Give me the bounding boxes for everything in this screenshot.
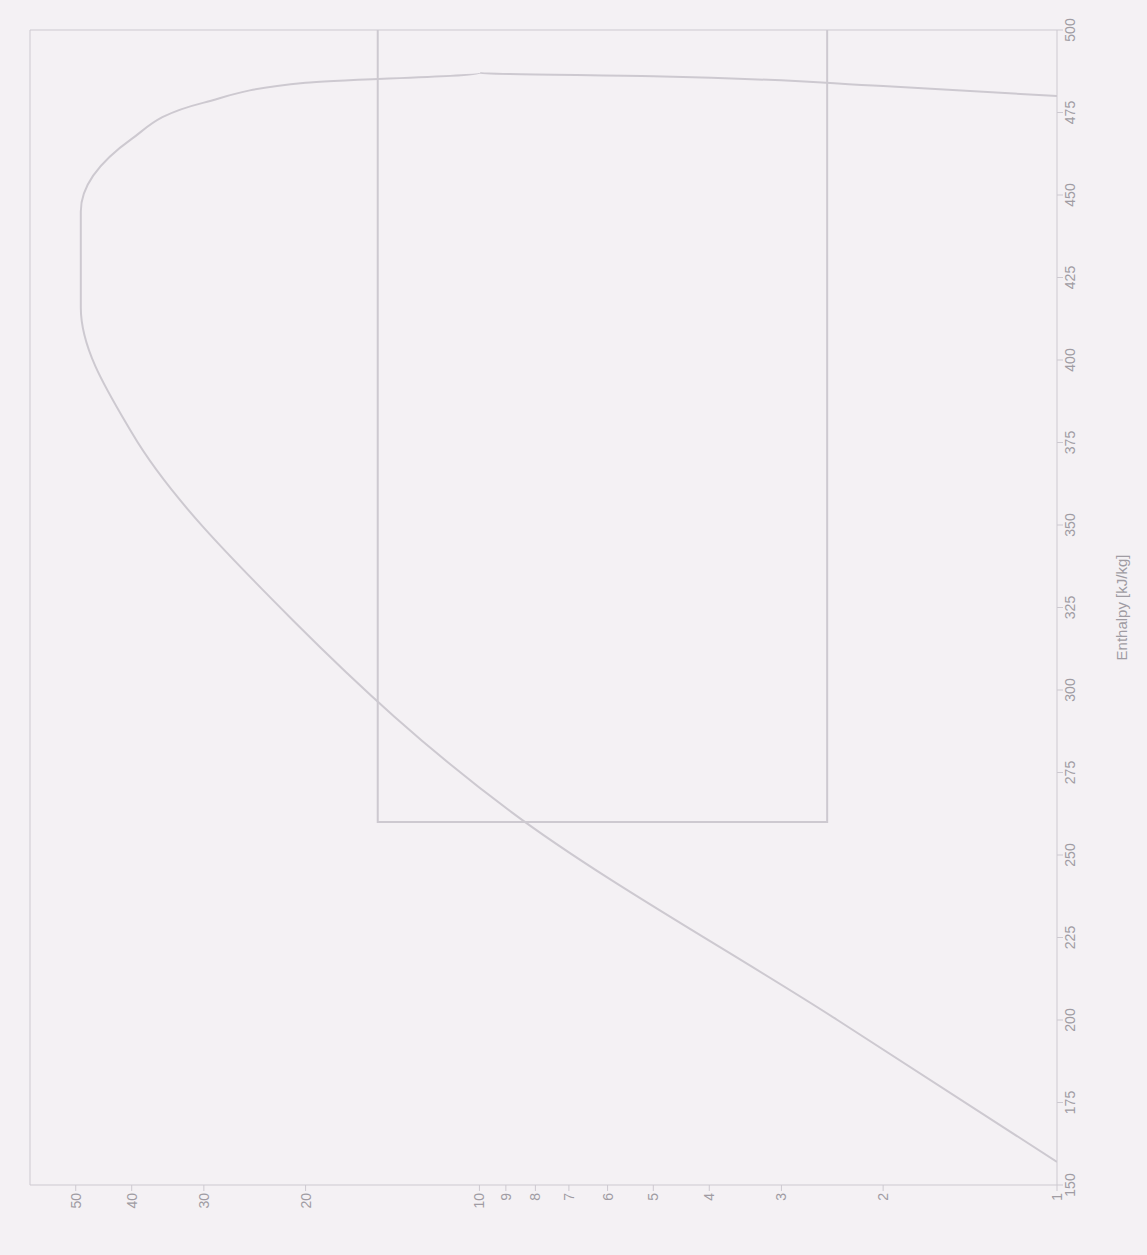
svg-text:7: 7 bbox=[561, 1193, 577, 1201]
svg-text:200: 200 bbox=[1062, 1008, 1078, 1032]
svg-text:175: 175 bbox=[1062, 1091, 1078, 1115]
svg-text:325: 325 bbox=[1062, 596, 1078, 620]
svg-text:40: 40 bbox=[124, 1193, 140, 1209]
svg-text:10: 10 bbox=[471, 1193, 487, 1209]
svg-text:3: 3 bbox=[773, 1193, 789, 1201]
svg-text:30: 30 bbox=[196, 1193, 212, 1209]
svg-text:9: 9 bbox=[498, 1193, 514, 1201]
svg-text:8: 8 bbox=[527, 1193, 543, 1201]
svg-text:400: 400 bbox=[1062, 348, 1078, 372]
svg-text:250: 250 bbox=[1062, 843, 1078, 867]
svg-text:20: 20 bbox=[298, 1193, 314, 1209]
svg-text:300: 300 bbox=[1062, 678, 1078, 702]
svg-text:50: 50 bbox=[68, 1193, 84, 1209]
svg-text:1: 1 bbox=[1049, 1193, 1065, 1201]
svg-text:Enthalpy [kJ/kg]: Enthalpy [kJ/kg] bbox=[1113, 555, 1130, 661]
svg-text:375: 375 bbox=[1062, 431, 1078, 455]
svg-text:5: 5 bbox=[645, 1193, 661, 1201]
svg-text:6: 6 bbox=[600, 1193, 616, 1201]
svg-text:500: 500 bbox=[1062, 18, 1078, 42]
svg-text:425: 425 bbox=[1062, 266, 1078, 290]
svg-text:275: 275 bbox=[1062, 761, 1078, 785]
svg-text:4: 4 bbox=[701, 1193, 717, 1201]
svg-text:450: 450 bbox=[1062, 183, 1078, 207]
svg-text:150: 150 bbox=[1061, 1173, 1078, 1197]
svg-text:2: 2 bbox=[875, 1193, 891, 1201]
svg-text:475: 475 bbox=[1062, 101, 1078, 125]
svg-text:225: 225 bbox=[1062, 926, 1078, 950]
svg-text:350: 350 bbox=[1062, 513, 1078, 537]
